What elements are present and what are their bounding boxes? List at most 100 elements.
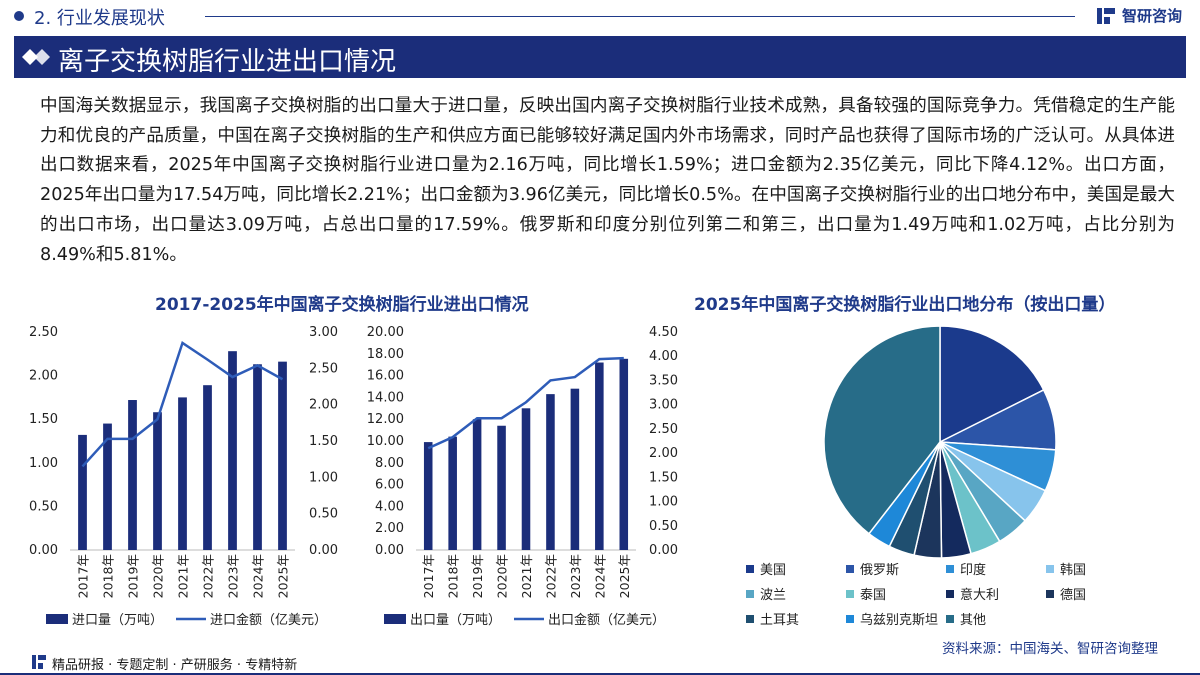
- y-right-tick-label: 0.00: [649, 543, 678, 558]
- y-right-tick-label: 2.00: [649, 446, 678, 461]
- bar: [178, 397, 187, 550]
- y-left-tick-label: 16.00: [367, 369, 404, 384]
- pie-legend-label: 土耳其: [760, 613, 799, 628]
- y-right-tick-label: 4.00: [649, 349, 678, 364]
- x-tick-label: 2018年: [446, 554, 461, 598]
- left-chart-title: 2017-2025年中国离子交换树脂行业进出口情况: [155, 295, 529, 315]
- pie-legend-label: 其他: [960, 613, 986, 628]
- x-tick-label: 2020年: [495, 554, 510, 598]
- x-tick-label: 2024年: [251, 554, 266, 598]
- bar: [228, 351, 237, 550]
- bar: [546, 394, 555, 550]
- x-tick-label: 2022年: [543, 554, 558, 598]
- pie-legend-swatch: [1046, 590, 1054, 598]
- y-left-tick-label: 12.00: [367, 412, 404, 427]
- footer-logo-icon: [32, 655, 46, 669]
- top-divider: [205, 16, 1075, 17]
- x-tick-label: 2020年: [151, 554, 166, 598]
- y-left-tick-label: 2.50: [29, 325, 58, 340]
- bar: [203, 385, 212, 550]
- x-tick-label: 2023年: [226, 554, 241, 598]
- source-note: 资料来源：中国海关、智研咨询整理: [942, 641, 1158, 657]
- bar: [472, 419, 482, 550]
- pie-legend-label: 泰国: [860, 588, 886, 603]
- x-tick-label: 2022年: [201, 554, 216, 598]
- footer-text: 精品研报 · 专题定制 · 产研服务 · 专精特新: [52, 658, 298, 673]
- y-left-tick-label: 6.00: [375, 478, 404, 493]
- brand: 智研咨询: [1096, 5, 1182, 26]
- y-right-tick-label: 0.50: [309, 507, 338, 522]
- y-left-tick-label: 4.00: [375, 499, 404, 514]
- legend-bar-label: 出口量（万吨）: [410, 613, 501, 628]
- x-tick-label: 2025年: [276, 554, 291, 598]
- bar: [153, 412, 162, 550]
- pie-slice: [823, 325, 941, 535]
- pie-legend-label: 乌兹别克斯坦: [860, 612, 938, 628]
- bar: [103, 423, 112, 550]
- y-left-tick-label: 2.00: [375, 521, 404, 536]
- pie-legend-label: 德国: [1060, 588, 1086, 603]
- pie-legend-label: 俄罗斯: [860, 563, 899, 578]
- y-right-tick-label: 2.50: [309, 361, 338, 376]
- pie-legend-swatch: [746, 590, 754, 598]
- page-title: 离子交换树脂行业进出口情况: [58, 47, 397, 77]
- legend-line-label: 进口金额（亿美元）: [210, 612, 327, 628]
- x-tick-label: 2017年: [76, 554, 91, 598]
- bar: [595, 362, 604, 550]
- y-right-tick-label: 1.00: [649, 495, 678, 510]
- pie-legend-swatch: [946, 590, 954, 598]
- y-right-tick-label: 1.50: [309, 434, 338, 449]
- top-bar: 2. 行业发展现状 智研咨询: [0, 0, 1200, 32]
- y-left-tick-label: 14.00: [367, 390, 404, 405]
- pie-legend-label: 美国: [760, 563, 786, 578]
- pie-legend-swatch: [946, 615, 954, 623]
- brand-logo-icon: [1096, 7, 1115, 24]
- pie-legend-swatch: [846, 615, 854, 623]
- y-right-tick-label: 2.50: [649, 422, 678, 437]
- import-chart: 0.00 0.50 1.00 1.50 2.00 2.50 0.00 0.50 1.00 1.50…: [29, 325, 338, 628]
- bar: [497, 425, 506, 550]
- section-label: 2. 行业发展现状: [34, 8, 165, 29]
- y-left-tick-label: 2.00: [29, 369, 58, 384]
- pie-legend-swatch: [1046, 565, 1054, 573]
- y-left-tick-label: 10.00: [367, 434, 404, 449]
- right-chart-title: 2025年中国离子交换树脂行业出口地分布（按出口量）: [694, 295, 1116, 315]
- y-right-tick-label: 2.00: [309, 398, 338, 413]
- pie-legend-label: 韩国: [1060, 563, 1086, 578]
- y-right-tick-label: 3.00: [649, 398, 678, 413]
- y-right-tick-label: 4.50: [649, 325, 678, 340]
- y-right-tick-label: 1.00: [309, 470, 338, 485]
- y-right-tick-label: 0.50: [649, 519, 678, 534]
- x-tick-label: 2018年: [101, 554, 116, 598]
- pie-legend-label: 意大利: [960, 587, 999, 603]
- bar: [570, 388, 580, 550]
- pie-legend-swatch: [946, 565, 954, 573]
- y-right-tick-label: 3.00: [309, 325, 338, 340]
- legend-bar-swatch: [384, 614, 406, 624]
- bar: [128, 400, 137, 550]
- pie-legend-swatch: [746, 565, 754, 573]
- y-left-tick-label: 0.50: [29, 499, 58, 514]
- x-tick-label: 2024年: [592, 554, 607, 598]
- pie-legend-swatch: [846, 565, 854, 573]
- y-right-tick-label: 0.00: [309, 543, 338, 558]
- y-left-tick-label: 18.00: [367, 347, 404, 362]
- x-tick-label: 2021年: [176, 554, 191, 598]
- x-tick-label: 2021年: [519, 554, 534, 598]
- legend-bar-swatch: [46, 614, 68, 624]
- y-right-tick-label: 1.50: [649, 470, 678, 485]
- diamond-icon: [22, 49, 50, 65]
- bar: [448, 436, 457, 550]
- bar: [78, 434, 87, 550]
- y-left-tick-label: 8.00: [375, 456, 404, 471]
- y-right-tick-label: 3.50: [649, 373, 678, 388]
- pie-legend-label: 印度: [960, 562, 986, 578]
- y-left-tick-label: 1.50: [29, 412, 58, 427]
- bar: [253, 364, 262, 550]
- y-left-tick-label: 20.00: [367, 325, 404, 340]
- bar: [619, 358, 629, 550]
- brand-name: 智研咨询: [1121, 7, 1182, 25]
- y-left-tick-label: 1.00: [29, 456, 58, 471]
- export-chart: 0.00 2.00 4.00 6.00 8.00 10.00 12.00 14.00 16.00…: [367, 325, 678, 628]
